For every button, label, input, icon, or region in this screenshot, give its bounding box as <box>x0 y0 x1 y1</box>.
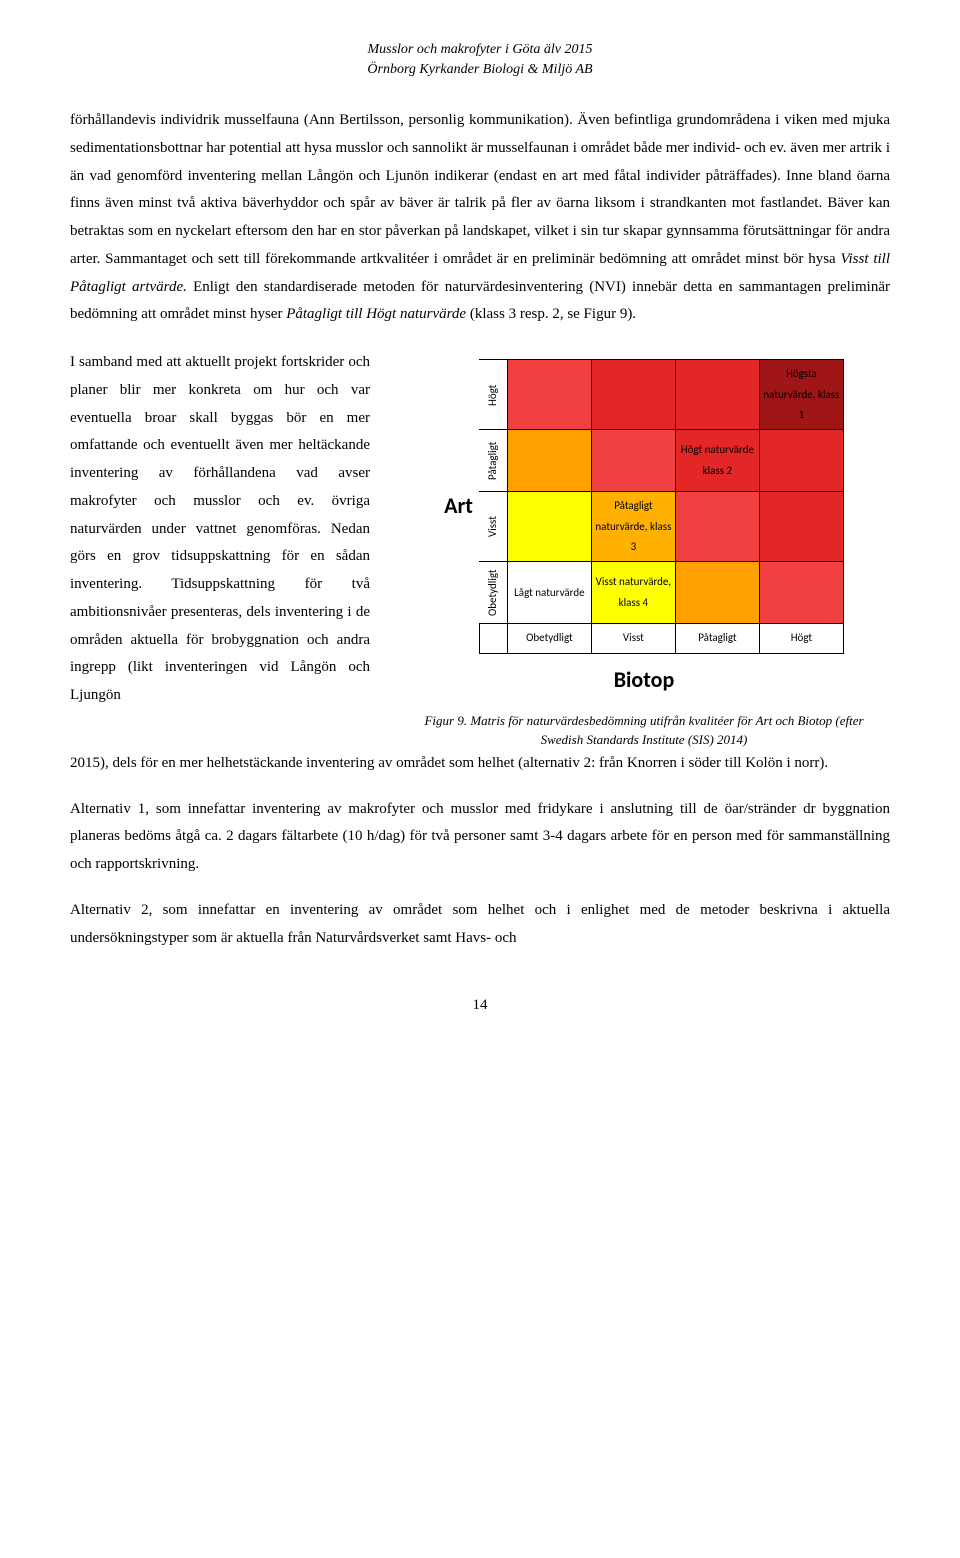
paragraph-1: förhållandevis individrik musselfauna (A… <box>70 107 890 329</box>
cell-r3c4 <box>759 492 843 562</box>
matrix-wrap: Art Högt Högsta naturvärde, klass 1 Påta… <box>444 359 844 653</box>
col-label-2: Visst <box>591 624 675 653</box>
left-column-text: I samband med att aktuellt projekt forts… <box>70 349 370 750</box>
cell-r2c1 <box>507 430 591 492</box>
p1-text1: förhållandevis individrik musselfauna (A… <box>70 112 890 267</box>
page-number: 14 <box>70 992 890 1020</box>
cell-r1c4: Högsta naturvärde, klass 1 <box>759 360 843 430</box>
cell-r4c2: Visst naturvärde, klass 4 <box>591 562 675 624</box>
row-label-obetydligt: Obetydligt <box>479 562 507 624</box>
cell-r1c1 <box>507 360 591 430</box>
figure-caption: Figur 9. Matris för naturvärdesbedömning… <box>398 712 890 750</box>
cell-r1c2 <box>591 360 675 430</box>
row-label-visst: Visst <box>479 492 507 562</box>
col-label-3: Påtagligt <box>675 624 759 653</box>
paragraph-alt1: Alternativ 1, som innefattar inventering… <box>70 796 890 879</box>
header-line-2: Örnborg Kyrkander Biologi & Miljö AB <box>70 60 890 80</box>
paragraph-alt2: Alternativ 2, som innefattar en inventer… <box>70 897 890 953</box>
col-label-4: Högt <box>759 624 843 653</box>
row-label-patagligt: Påtagligt <box>479 430 507 492</box>
cell-r3c3 <box>675 492 759 562</box>
cell-r2c2 <box>591 430 675 492</box>
nvi-matrix: Högt Högsta naturvärde, klass 1 Påtaglig… <box>479 359 844 653</box>
axis-label-art: Art <box>444 486 473 527</box>
cell-r1c3 <box>675 360 759 430</box>
cell-r4c3 <box>675 562 759 624</box>
header-line-1: Musslor och makrofyter i Göta älv 2015 <box>70 40 890 60</box>
cell-r2c3: Högt naturvärde klass 2 <box>675 430 759 492</box>
matrix-corner <box>479 624 507 653</box>
two-column-section: I samband med att aktuellt projekt forts… <box>70 349 890 750</box>
cell-r3c1 <box>507 492 591 562</box>
row-label-hogt: Högt <box>479 360 507 430</box>
col-label-1: Obetydligt <box>507 624 591 653</box>
right-column-figure: Art Högt Högsta naturvärde, klass 1 Påta… <box>398 349 890 750</box>
page-header: Musslor och makrofyter i Göta älv 2015 Ö… <box>70 40 890 79</box>
cell-r2c4 <box>759 430 843 492</box>
cell-r4c1: Lågt naturvärde <box>507 562 591 624</box>
cell-r3c2: Påtagligt naturvärde, klass 3 <box>591 492 675 562</box>
p1-text3: (klass 3 resp. 2, se Figur 9). <box>470 306 636 322</box>
axis-label-biotop: Biotop <box>614 660 675 701</box>
cell-r4c4 <box>759 562 843 624</box>
paragraph-post-matrix: 2015), dels för en mer helhetstäckande i… <box>70 750 890 778</box>
p1-italic2: Påtagligt till Högt naturvärde <box>286 306 466 322</box>
